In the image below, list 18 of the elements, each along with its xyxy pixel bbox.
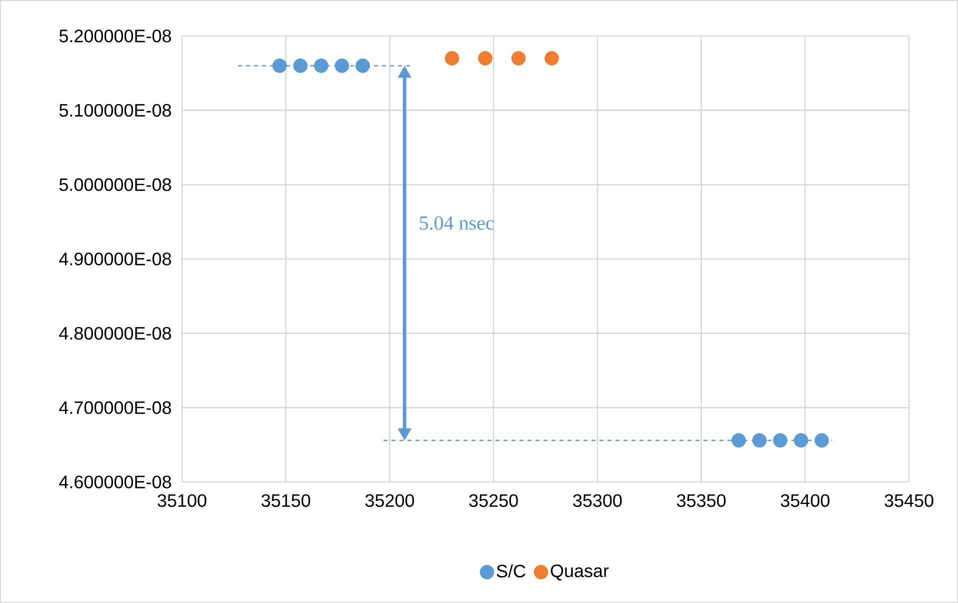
- x-tick-label: 35350: [676, 494, 726, 507]
- y-tick-label: 4.800000E-08: [59, 326, 172, 340]
- x-tick-label: 35450: [884, 494, 934, 507]
- x-tick-label: 35300: [573, 494, 622, 507]
- y-tick-label: 5.200000E-08: [59, 30, 172, 42]
- legend-label: Quasar: [550, 564, 609, 580]
- y-tick-label: 4.700000E-08: [59, 401, 172, 414]
- annotation: 5.04 nsec: [420, 216, 494, 230]
- y-tick-label: 5.100000E-08: [59, 104, 172, 117]
- x-tick-label: 35100: [158, 494, 206, 507]
- legend-label: S/C: [496, 564, 526, 578]
- x-tick-label: 35400: [780, 494, 830, 507]
- x-tick-label: 35250: [469, 494, 518, 507]
- x-tick-label: 35150: [262, 494, 310, 507]
- y-tick-label: 4.900000E-08: [59, 252, 172, 266]
- y-tick-label: 5.000000E-08: [59, 178, 172, 192]
- y-tick-label: 4.600000E-08: [59, 476, 172, 488]
- x-tick-label: 35200: [365, 494, 414, 507]
